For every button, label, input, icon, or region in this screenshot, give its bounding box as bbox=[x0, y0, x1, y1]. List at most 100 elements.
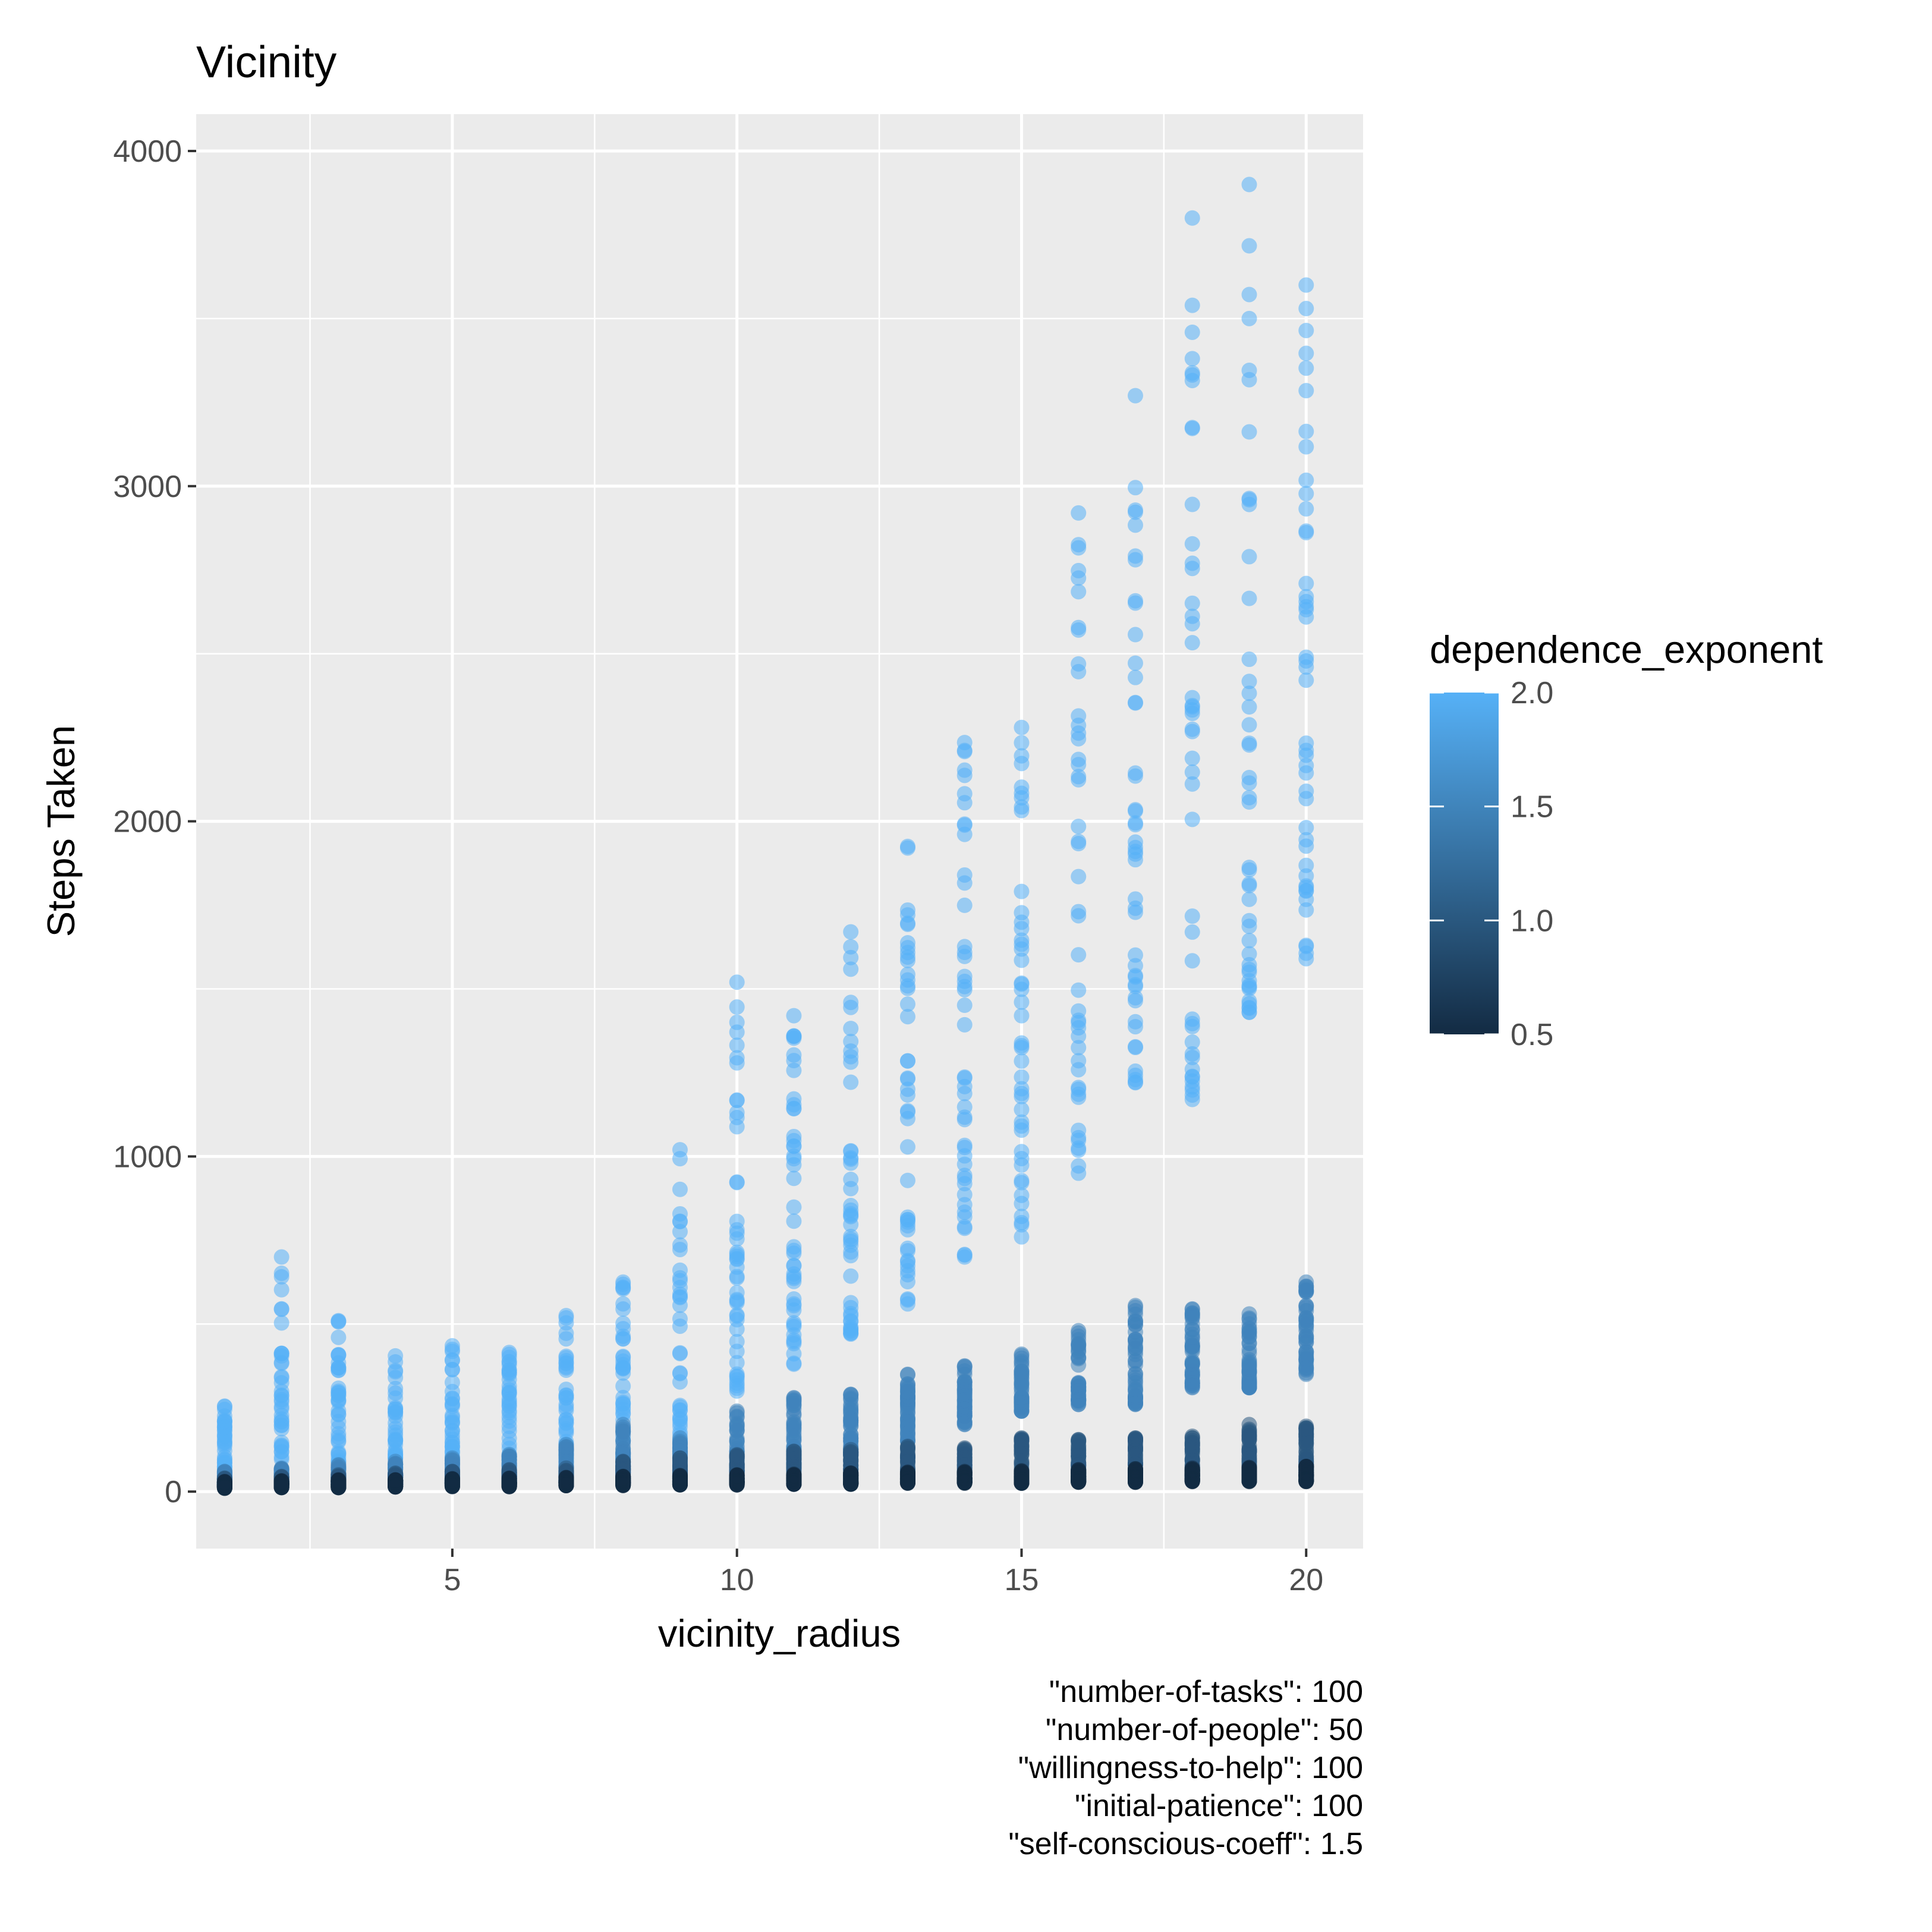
data-point bbox=[672, 1436, 688, 1452]
data-point bbox=[899, 1418, 915, 1434]
data-point bbox=[956, 826, 973, 842]
data-point bbox=[956, 981, 973, 998]
data-point bbox=[1298, 486, 1314, 502]
data-point bbox=[615, 1378, 631, 1394]
data-point bbox=[615, 1276, 631, 1292]
data-point bbox=[956, 1078, 973, 1094]
data-point bbox=[615, 1360, 631, 1376]
data-point bbox=[1241, 1320, 1257, 1336]
data-point bbox=[1184, 365, 1200, 381]
data-point bbox=[956, 1187, 973, 1203]
legend-colorbar bbox=[1430, 693, 1499, 1034]
data-point bbox=[729, 1037, 745, 1053]
data-point bbox=[273, 1355, 290, 1371]
legend: dependence_exponent 0.5 1.0 1.5 2.0 bbox=[1430, 628, 1823, 1052]
data-point bbox=[1127, 1014, 1143, 1030]
data-point bbox=[672, 1273, 688, 1289]
data-point bbox=[615, 1423, 631, 1439]
data-point bbox=[899, 1172, 915, 1188]
data-point bbox=[1071, 505, 1087, 521]
data-point bbox=[1241, 876, 1257, 892]
caption-line: "willingness-to-help": 100 bbox=[1018, 1751, 1363, 1785]
data-point bbox=[1014, 1035, 1030, 1051]
data-point bbox=[1071, 819, 1087, 835]
data-point bbox=[1014, 905, 1030, 921]
data-point bbox=[672, 1181, 688, 1197]
data-point bbox=[1127, 517, 1143, 533]
data-point bbox=[899, 1474, 915, 1490]
data-point bbox=[786, 1199, 802, 1215]
data-point bbox=[1241, 674, 1257, 690]
data-point bbox=[615, 1330, 631, 1346]
data-point bbox=[1014, 1008, 1030, 1024]
data-point bbox=[1127, 844, 1143, 860]
data-point bbox=[1127, 627, 1143, 643]
data-point bbox=[1014, 1380, 1030, 1396]
data-point bbox=[786, 1213, 802, 1229]
data-point bbox=[956, 1204, 973, 1220]
data-point bbox=[1014, 1350, 1030, 1366]
data-point bbox=[956, 744, 973, 760]
data-point bbox=[558, 1415, 574, 1431]
data-point bbox=[1241, 794, 1257, 810]
data-point bbox=[1071, 1433, 1087, 1449]
data-point bbox=[786, 1269, 802, 1285]
data-point bbox=[843, 961, 859, 977]
data-point bbox=[1184, 536, 1200, 552]
data-point bbox=[558, 1382, 574, 1398]
data-point bbox=[1241, 685, 1257, 701]
data-point bbox=[1241, 287, 1257, 303]
data-point bbox=[1127, 993, 1143, 1009]
data-point bbox=[843, 1209, 859, 1225]
data-point bbox=[1184, 595, 1200, 611]
data-point bbox=[899, 980, 915, 996]
data-point bbox=[899, 1243, 915, 1259]
caption-line: "number-of-tasks": 100 bbox=[1049, 1675, 1363, 1709]
data-point bbox=[672, 1223, 688, 1239]
data-point bbox=[1184, 811, 1200, 827]
data-point bbox=[672, 1151, 688, 1167]
caption-line: "number-of-people": 50 bbox=[1046, 1713, 1363, 1747]
y-axis: 0 1000 2000 3000 4000 bbox=[113, 134, 196, 1509]
y-tick-label: 1000 bbox=[113, 1140, 182, 1174]
data-point bbox=[1014, 1053, 1030, 1069]
data-point bbox=[216, 1478, 232, 1494]
data-point bbox=[786, 1008, 802, 1024]
data-point bbox=[388, 1363, 404, 1379]
data-point bbox=[1014, 994, 1030, 1010]
data-point bbox=[273, 1392, 290, 1408]
data-point bbox=[729, 1175, 745, 1191]
data-point bbox=[615, 1477, 631, 1493]
data-point bbox=[558, 1355, 574, 1371]
data-point bbox=[1071, 1122, 1087, 1138]
y-tick-label: 3000 bbox=[113, 470, 182, 504]
data-point bbox=[1127, 1369, 1143, 1385]
data-points bbox=[216, 177, 1314, 1496]
data-point bbox=[1184, 1011, 1200, 1027]
data-point bbox=[899, 1053, 915, 1069]
data-point bbox=[729, 999, 745, 1015]
data-point bbox=[1184, 351, 1200, 367]
data-point bbox=[331, 1313, 347, 1329]
data-point bbox=[729, 1092, 745, 1108]
data-point bbox=[444, 1361, 460, 1377]
data-point bbox=[843, 1313, 859, 1329]
data-point bbox=[1241, 933, 1257, 949]
data-point bbox=[672, 1289, 688, 1305]
data-point bbox=[843, 1386, 859, 1402]
data-point bbox=[558, 1315, 574, 1331]
data-point bbox=[843, 1415, 859, 1431]
data-point bbox=[786, 1062, 802, 1078]
data-point bbox=[729, 1105, 745, 1121]
data-point bbox=[501, 1423, 517, 1439]
data-point bbox=[558, 1442, 574, 1458]
data-point bbox=[1071, 663, 1087, 679]
data-point bbox=[1184, 210, 1200, 226]
data-point bbox=[843, 924, 859, 940]
data-point bbox=[1071, 537, 1087, 553]
data-point bbox=[1014, 1472, 1030, 1488]
data-point bbox=[1298, 832, 1314, 848]
data-point bbox=[1071, 584, 1087, 600]
data-point bbox=[331, 1480, 347, 1496]
